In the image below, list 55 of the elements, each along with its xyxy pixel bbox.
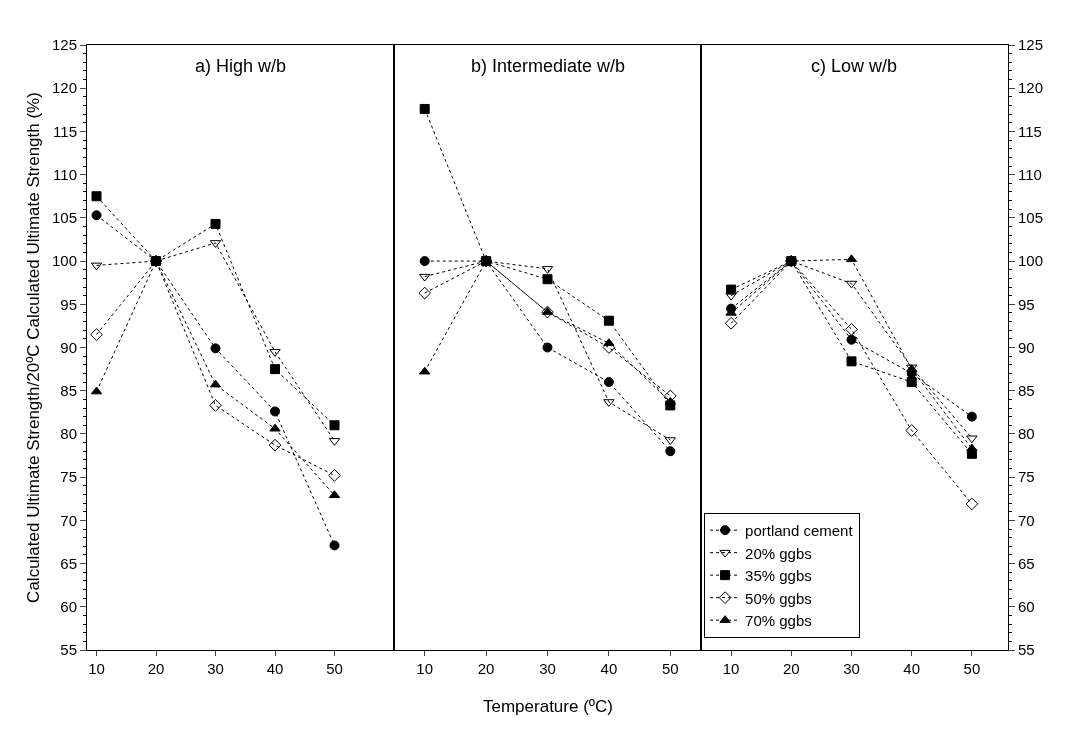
y-tick-label: 100 xyxy=(51,252,77,270)
y2-tick-label: 75 xyxy=(1018,468,1035,486)
text: a) High w/b xyxy=(195,56,287,76)
y2-tick-label: 60 xyxy=(1018,598,1035,616)
y2-tick-label: 100 xyxy=(1018,252,1044,270)
x-tick-label: 30 xyxy=(539,660,556,677)
y-tick-label: 75 xyxy=(60,468,77,486)
y-tick-label: 105 xyxy=(51,209,77,227)
y-tick-label: 55 xyxy=(60,641,77,659)
x-tick-label: 10 xyxy=(722,660,740,677)
legend-label: 20% ggbs xyxy=(745,544,812,562)
x-tick-label: 30 xyxy=(843,660,860,677)
y2-tick-label: 115 xyxy=(1018,122,1042,140)
text: b) Intermediate w/b xyxy=(471,56,626,76)
x-tick-label: 50 xyxy=(326,660,343,677)
y2-tick-label: 105 xyxy=(1018,209,1044,227)
y2-tick-label: 65 xyxy=(1018,554,1035,572)
x-tick-label: 30 xyxy=(207,660,224,677)
legend-label: portland cement xyxy=(745,522,854,539)
y-tick-label: 120 xyxy=(51,79,77,97)
y-tick-label: 110 xyxy=(53,165,77,183)
x-tick-label: 20 xyxy=(147,660,165,677)
x-tick-label: 20 xyxy=(782,660,800,677)
y-tick-label: 85 xyxy=(60,381,77,399)
x-tick-label: 40 xyxy=(600,660,618,677)
y2-tick-label: 95 xyxy=(1018,295,1035,313)
x-tick-label: 20 xyxy=(477,660,495,677)
x-tick-label: 40 xyxy=(266,660,284,677)
y-tick-label: 125 xyxy=(51,36,77,54)
y2-tick-label: 120 xyxy=(1018,79,1044,97)
y-tick-label: 115 xyxy=(53,122,77,140)
y-axis-title: Calculated Ultimate Strength/20ºC Calculated Ultimate Strength (%) xyxy=(23,92,43,603)
x-tick-label: 50 xyxy=(661,660,679,677)
y-tick-label: 90 xyxy=(60,338,77,356)
y2-tick-label: 85 xyxy=(1018,381,1035,399)
y2-tick-label: 90 xyxy=(1018,338,1035,356)
y-tick-label: 80 xyxy=(60,425,77,443)
x-tick-label: 40 xyxy=(903,660,921,677)
x-tick-label: 10 xyxy=(88,660,105,677)
y-tick-label: 65 xyxy=(60,554,77,572)
y2-tick-label: 55 xyxy=(1018,641,1035,659)
text: c) Low w/b xyxy=(811,56,898,76)
y2-tick-label: 125 xyxy=(1018,36,1044,54)
y2-tick-label: 80 xyxy=(1018,425,1035,443)
legend-label: 50% ggbs xyxy=(745,589,812,607)
x-axis-title: Temperature (ºC) xyxy=(483,697,613,716)
x-tick-label: 50 xyxy=(963,660,981,677)
x-tick-label: 10 xyxy=(416,660,434,677)
y-tick-label: 95 xyxy=(60,295,77,313)
y-tick-label: 60 xyxy=(60,598,77,616)
y2-tick-label: 70 xyxy=(1018,511,1035,529)
legend-label: 35% ggbs xyxy=(745,567,812,584)
y2-tick-label: 110 xyxy=(1018,165,1042,183)
legend-label: 70% ggbs xyxy=(745,612,812,629)
y-tick-label: 70 xyxy=(60,511,77,529)
